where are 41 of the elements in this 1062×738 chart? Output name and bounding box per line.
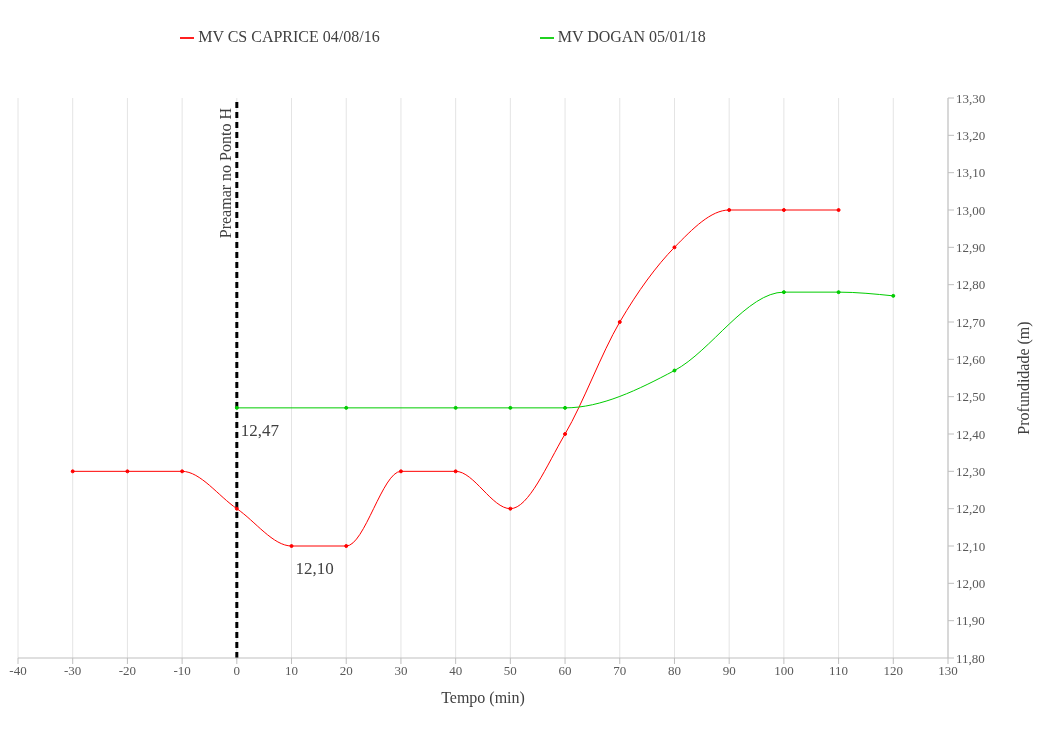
y-tick-label: 12,70 bbox=[956, 314, 986, 330]
y-tick-label: 12,20 bbox=[956, 501, 986, 517]
x-tick-label: 110 bbox=[829, 663, 849, 679]
y-tick-label: 12,80 bbox=[956, 277, 986, 293]
x-tick-label: 60 bbox=[558, 663, 572, 679]
y-tick-label: 13,10 bbox=[956, 165, 986, 181]
x-tick-label: 120 bbox=[883, 663, 904, 679]
legend-label: MV CS CAPRICE 04/08/16 bbox=[198, 28, 380, 45]
y-tick-label: 13,30 bbox=[956, 90, 986, 106]
x-tick-label: 10 bbox=[285, 663, 299, 679]
y-tick-label: 12,30 bbox=[956, 463, 986, 479]
y-tick-label: 12,90 bbox=[956, 239, 986, 255]
y-tick-label: 13,20 bbox=[956, 127, 986, 143]
annotation: 12,47 bbox=[240, 420, 280, 440]
legend-label: MV DOGAN 05/01/18 bbox=[557, 28, 706, 45]
x-tick-label: -40 bbox=[9, 663, 27, 679]
y-tick-label: 13,00 bbox=[956, 202, 986, 218]
y-axis-title: Profundidade (m) bbox=[1014, 321, 1033, 435]
x-tick-label: -30 bbox=[64, 663, 82, 679]
x-tick-label: 70 bbox=[613, 663, 627, 679]
y-tick-label: 12,60 bbox=[956, 351, 986, 367]
x-tick-label: -20 bbox=[118, 663, 137, 679]
y-tick-label: 12,40 bbox=[956, 426, 986, 442]
x-axis-title: Tempo (min) bbox=[441, 689, 525, 707]
x-tick-label: 130 bbox=[938, 663, 958, 679]
x-tick-label: -10 bbox=[173, 663, 191, 679]
x-tick-label: 80 bbox=[667, 663, 681, 679]
x-tick-label: 50 bbox=[503, 663, 517, 679]
y-tick-label: 11,80 bbox=[956, 650, 985, 666]
x-tick-label: 40 bbox=[449, 663, 463, 679]
x-tick-label: 0 bbox=[233, 663, 241, 679]
y-tick-label: 11,90 bbox=[956, 613, 985, 629]
y-tick-label: 12,50 bbox=[956, 389, 986, 405]
x-tick-label: 90 bbox=[722, 663, 736, 679]
y-tick-label: 12,00 bbox=[956, 575, 986, 591]
y-tick-label: 12,10 bbox=[956, 538, 986, 554]
annotation: 12,10 bbox=[295, 559, 334, 578]
x-tick-label: 20 bbox=[339, 663, 353, 679]
ref-line-label: Preamar no Ponto H bbox=[216, 107, 234, 239]
x-tick-label: 100 bbox=[774, 663, 794, 679]
x-tick-label: 30 bbox=[394, 663, 408, 679]
